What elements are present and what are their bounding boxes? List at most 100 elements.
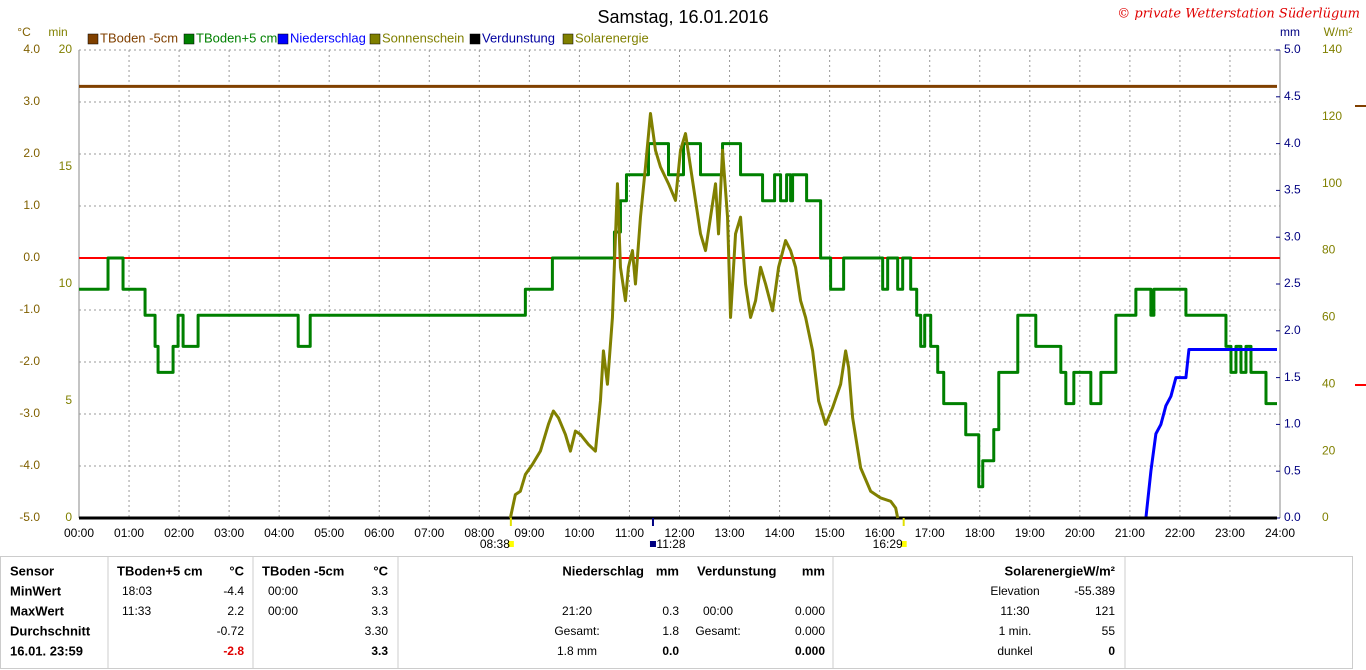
legend-swatch <box>369 33 381 45</box>
table-header: Sensor <box>10 563 54 578</box>
y-tick-label: 4.0 <box>23 42 40 56</box>
y-tick-label: 120 <box>1322 109 1342 123</box>
y-tick-label: 4.0 <box>1284 136 1301 150</box>
axis-unit: mm <box>1280 25 1300 39</box>
table-header: mm <box>802 563 825 578</box>
x-tick-label: 06:00 <box>364 526 394 540</box>
legend-label: Sonnenschein <box>382 30 464 45</box>
x-tick-label: 03:00 <box>214 526 244 540</box>
y-tick-label: 0.0 <box>23 250 40 264</box>
table-cell: dunkel <box>997 644 1032 658</box>
chart-title: Samstag, 16.01.2016 <box>597 7 768 27</box>
y-tick-label: 1.0 <box>1284 417 1301 431</box>
table-header: mm <box>656 563 679 578</box>
x-tick-label: 24:00 <box>1265 526 1295 540</box>
y-tick-label: 1.5 <box>1284 370 1301 384</box>
table-cell: MinWert <box>10 583 62 598</box>
legend-swatch <box>183 33 195 45</box>
y-tick-label: 100 <box>1322 176 1342 190</box>
table-cell: 21:20 <box>562 604 592 618</box>
table-cell: 1.8 <box>662 624 679 638</box>
table-cell: 11:30 <box>1000 604 1029 618</box>
x-tick-label: 15:00 <box>815 526 845 540</box>
y-tick-label: 2.5 <box>1284 276 1301 290</box>
table-cell: 00:00 <box>268 604 298 618</box>
table-cell: 3.3 <box>371 604 388 618</box>
x-tick-label: 12:00 <box>664 526 694 540</box>
y-tick-label: 3.0 <box>23 94 40 108</box>
y-tick-label: 0.5 <box>1284 463 1301 477</box>
table-cell: -4.4 <box>223 584 244 598</box>
series-line <box>79 348 1277 520</box>
table-cell: 16.01. 23:59 <box>10 643 83 658</box>
legend-label: TBoden -5cm <box>100 30 178 45</box>
x-tick-label: 01:00 <box>114 526 144 540</box>
x-tick-label: 16:00 <box>865 526 895 540</box>
table-header: TBoden+5 cm <box>117 563 203 578</box>
x-tick-label: 00:00 <box>64 526 94 540</box>
table-cell: 3.3 <box>371 584 388 598</box>
table-cell: 0 <box>1108 644 1115 658</box>
legend-label: Niederschlag <box>290 30 366 45</box>
legend-swatch <box>562 33 574 45</box>
x-tick-label: 19:00 <box>1015 526 1045 540</box>
table-cell: 0.3 <box>662 604 679 618</box>
table-cell: 0.000 <box>795 604 825 618</box>
legend-label: Verdunstung <box>482 30 555 45</box>
y-tick-label: 40 <box>1322 376 1336 390</box>
legend-swatch <box>469 33 481 45</box>
x-tick-label: 21:00 <box>1115 526 1145 540</box>
credit: © private Wetterstation Süderlügum <box>1117 7 1360 22</box>
legend-label: TBoden+5 cm <box>196 30 277 45</box>
y-tick-label: 0.0 <box>1284 510 1301 524</box>
table-cell: Gesamt: <box>554 624 599 638</box>
table-cell: 1 min. <box>999 624 1032 638</box>
event-label: 11:28 <box>656 537 685 551</box>
x-tick-label: 22:00 <box>1165 526 1195 540</box>
axis-unit: °C <box>17 25 31 39</box>
table-header: TBoden -5cm <box>262 563 344 578</box>
y-tick-label: 5 <box>65 393 72 407</box>
table-cell: 3.30 <box>365 624 389 638</box>
y-tick-label: 2.0 <box>23 146 40 160</box>
y-tick-label: -1.0 <box>19 302 40 316</box>
y-tick-label: 10 <box>59 276 73 290</box>
x-tick-label: 05:00 <box>314 526 344 540</box>
table-cell: 121 <box>1095 604 1115 618</box>
y-tick-label: -2.0 <box>19 354 40 368</box>
event-label: 16:29 <box>873 537 903 551</box>
y-tick-label: -5.0 <box>19 510 40 524</box>
y-tick-label: 80 <box>1322 243 1336 257</box>
table-cell: 0.000 <box>795 644 825 658</box>
y-tick-label: 20 <box>59 42 73 56</box>
table-cell: -55.389 <box>1074 584 1115 598</box>
x-tick-label: 20:00 <box>1065 526 1095 540</box>
table-cell: -2.8 <box>223 644 244 658</box>
y-tick-label: 1.0 <box>23 198 40 212</box>
legend-swatch <box>87 33 99 45</box>
table-header: Niederschlag <box>562 563 644 578</box>
legend-label: Solarenergie <box>575 30 649 45</box>
table-header: Verdunstung <box>697 563 777 578</box>
y-tick-label: -3.0 <box>19 406 40 420</box>
x-tick-label: 18:00 <box>965 526 995 540</box>
x-tick-label: 04:00 <box>264 526 294 540</box>
y-tick-label: 140 <box>1322 42 1342 56</box>
table-cell: Elevation <box>990 584 1039 598</box>
y-tick-label: 20 <box>1322 443 1336 457</box>
x-tick-label: 09:00 <box>514 526 544 540</box>
y-tick-label: 60 <box>1322 310 1336 324</box>
table-cell: 3.3 <box>371 644 388 658</box>
x-tick-label: 10:00 <box>564 526 594 540</box>
x-tick-label: 08:00 <box>464 526 494 540</box>
event-icon <box>900 541 907 547</box>
x-tick-label: 17:00 <box>915 526 945 540</box>
y-tick-label: 4.5 <box>1284 89 1301 103</box>
table-frame <box>0 556 1353 669</box>
y-tick-label: 0 <box>65 510 72 524</box>
axis-unit: min <box>48 25 67 39</box>
table-cell: 11:33 <box>122 604 151 618</box>
table-cell: 2.2 <box>227 604 244 618</box>
